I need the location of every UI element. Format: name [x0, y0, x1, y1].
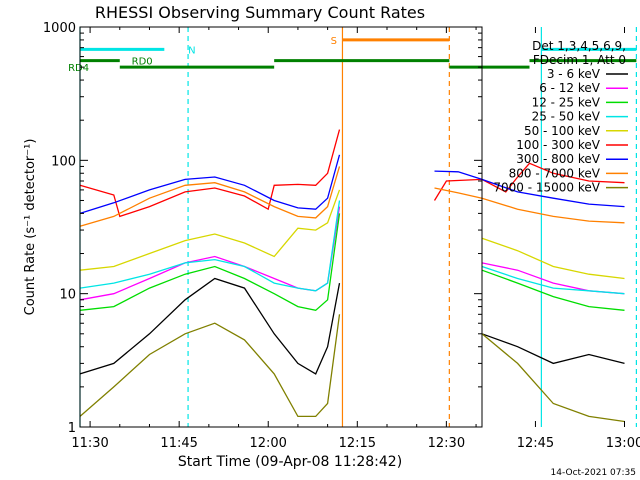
- legend-label-3: 25 - 50 keV: [532, 110, 601, 124]
- x-axis-ticks: 11:30 11:45 12:00 12:15 12:30 12:45 13:00: [71, 27, 640, 451]
- y-tick-label-0: 1: [68, 421, 76, 436]
- footer-timestamp: 14-Oct-2021 07:35: [551, 468, 636, 478]
- plot-frame: [79, 26, 483, 428]
- series-line-5: [79, 129, 625, 218]
- mode-bar-label-0: N: [188, 45, 195, 56]
- legend-label-4: 50 - 100 keV: [524, 124, 601, 138]
- x-axis-label: Start Time (09-Apr-08 11:28:42): [178, 454, 402, 470]
- legend-label-2: 12 - 25 keV: [532, 95, 601, 109]
- x-tick-label-3: 12:15: [339, 436, 376, 451]
- chart-title: RHESSI Observing Summary Count Rates: [95, 3, 425, 22]
- mode-bars: N S RD0 RD4: [68, 36, 637, 74]
- series-line-8: [79, 314, 625, 423]
- x-tick-label-5: 12:45: [517, 436, 554, 451]
- y-tick-label-2: 100: [51, 154, 76, 169]
- x-tick-label-4: 12:30: [428, 436, 465, 451]
- series-line-6: [79, 154, 625, 215]
- x-tick-label-2: 12:00: [249, 436, 286, 451]
- legend-label-1: 6 - 12 keV: [539, 81, 601, 95]
- series-line-4: [79, 189, 625, 280]
- series-lines: [79, 129, 625, 423]
- series-line-2: [79, 213, 625, 312]
- legend-label-6: 300 - 800 keV: [516, 152, 600, 166]
- y-tick-label-1: 10: [59, 288, 76, 303]
- legend: Det 1,3,4,5,6,9, FDecim 1, Att 0 3 - 6 k…: [493, 39, 628, 195]
- series-line-7: [79, 166, 625, 227]
- x-tick-label-0: 11:30: [71, 436, 108, 451]
- legend-header-decimation: FDecim 1, Att 0: [533, 53, 626, 67]
- x-tick-label-6: 13:00: [606, 436, 640, 451]
- x-tick-label-1: 11:45: [160, 436, 197, 451]
- series-line-3: [79, 200, 625, 295]
- series-line-0: [79, 277, 625, 375]
- legend-label-0: 3 - 6 keV: [547, 67, 601, 81]
- y-tick-label-3: 1000: [43, 21, 76, 36]
- legend-label-7: 800 - 7000 keV: [509, 166, 601, 180]
- legend-label-8: 7000 - 15000 keV: [493, 181, 600, 195]
- mode-bar-label-2: S: [331, 36, 337, 47]
- legend-label-5: 100 - 300 keV: [516, 138, 600, 152]
- mode-bar-label-4: RD4: [68, 63, 89, 74]
- y-axis-ticks: 1 10 100 1000: [43, 21, 482, 436]
- y-axis-label: Count Rate (s⁻¹ detector⁻¹): [23, 139, 38, 316]
- legend-header-detectors: Det 1,3,4,5,6,9,: [532, 39, 626, 53]
- mode-bar-label-3: RD0: [132, 57, 153, 68]
